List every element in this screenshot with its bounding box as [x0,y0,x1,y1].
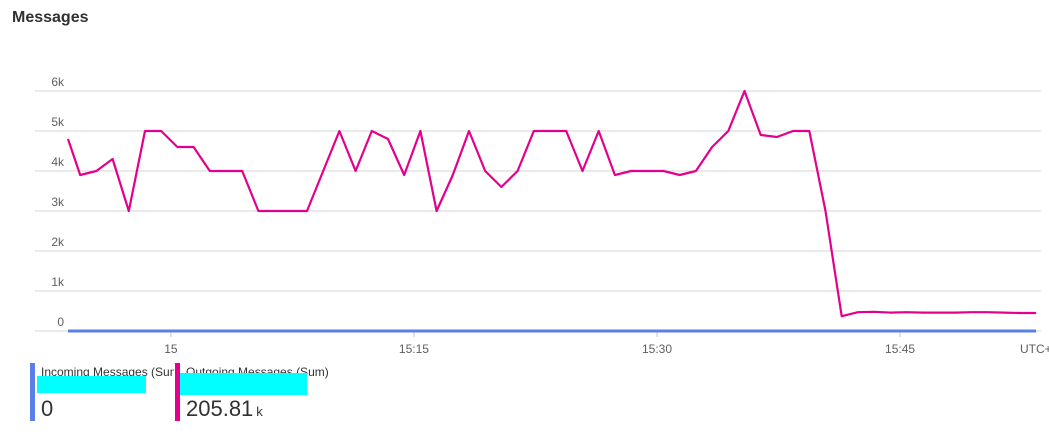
redaction [37,376,146,393]
legend-swatch [175,363,180,421]
chart-title: Messages [12,9,89,26]
x-axis-label: UTC+ [1020,342,1049,356]
legend-value: 205.81 k [186,396,263,422]
y-tick-label: 5k [51,115,65,129]
legend-swatch [30,363,35,421]
legend-label: Incoming Messages (Sum) [41,365,174,379]
legend-value: 0 [41,396,53,422]
y-tick-label: 4k [51,155,65,169]
series-line [66,89,1037,318]
y-tick-label: 0 [57,315,64,329]
redaction [180,373,307,395]
y-tick-label: 1k [51,275,65,289]
x-tick-label: 15:30 [642,342,672,356]
x-tick-label: 15 [164,342,178,356]
legend-unit: k [256,404,263,419]
y-tick-label: 2k [51,235,65,249]
y-tick-label: 6k [51,75,65,89]
y-tick-label: 3k [51,195,65,209]
legend-number: 205.81 [186,396,254,421]
legend-number: 0 [41,396,54,421]
x-tick-label: 15:45 [885,342,915,356]
x-tick-label: 15:15 [399,342,429,356]
